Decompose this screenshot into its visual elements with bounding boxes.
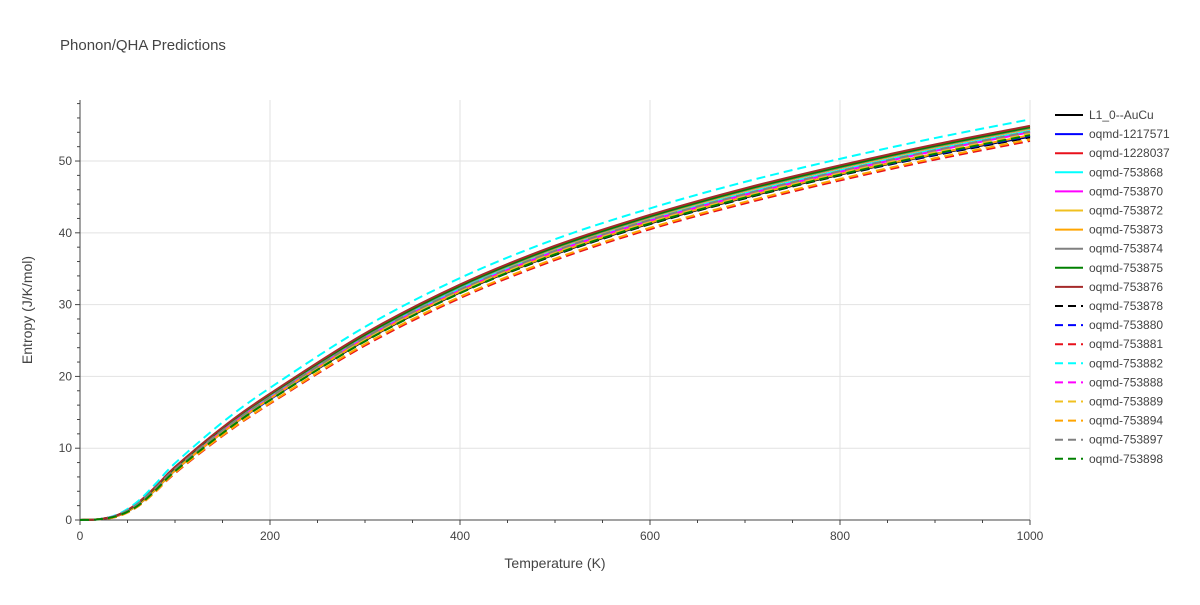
legend-label: oqmd-753873 — [1089, 223, 1163, 237]
series-line — [79, 131, 1031, 521]
series-line — [79, 131, 1031, 521]
series-line — [79, 127, 1031, 521]
x-tick-label: 800 — [830, 529, 850, 543]
series-line — [79, 134, 1031, 521]
series-line — [79, 135, 1031, 521]
legend-label: oqmd-753888 — [1089, 375, 1163, 389]
legend-label: oqmd-753889 — [1089, 395, 1163, 409]
x-axis-title: Temperature (K) — [504, 555, 605, 571]
chart-title: Phonon/QHA Predictions — [60, 37, 226, 54]
x-tick-label: 1000 — [1017, 529, 1044, 543]
legend-label: oqmd-753898 — [1089, 452, 1163, 466]
series-line — [79, 118, 1031, 521]
legend-label: oqmd-1217571 — [1089, 127, 1170, 141]
series-line — [79, 130, 1031, 521]
legend-label: oqmd-753881 — [1089, 337, 1163, 351]
x-tick-label: 600 — [640, 529, 660, 543]
legend-label: oqmd-753874 — [1089, 242, 1163, 256]
series-line — [79, 127, 1031, 521]
x-tick-label: 0 — [77, 529, 84, 543]
y-tick-label: 40 — [59, 226, 73, 240]
series-line — [79, 132, 1031, 521]
legend-label: oqmd-753878 — [1089, 299, 1163, 313]
series-layer — [79, 118, 1031, 521]
x-tick-label: 400 — [450, 529, 470, 543]
axes-layer: 0 200 400 600 800 1000 0 10 20 30 40 50 — [59, 100, 1044, 543]
series-line — [79, 124, 1031, 521]
legend-label: oqmd-753894 — [1089, 414, 1163, 428]
legend-label: L1_0--AuCu — [1089, 108, 1154, 122]
series-line — [79, 139, 1031, 521]
y-axis-title: Entropy (J/K/mol) — [19, 256, 35, 364]
legend: L1_0--AuCu oqmd-1217571 oqmd-1228037 oqmd-7… — [1055, 108, 1170, 466]
series-line — [79, 134, 1031, 521]
series-line — [79, 129, 1031, 521]
x-tick-label: 200 — [260, 529, 280, 543]
legend-label: oqmd-753872 — [1089, 204, 1163, 218]
legend-label: oqmd-753882 — [1089, 356, 1163, 370]
legend-label: oqmd-753875 — [1089, 261, 1163, 275]
legend-label: oqmd-753876 — [1089, 280, 1163, 294]
y-tick-label: 0 — [65, 513, 72, 527]
series-line — [79, 126, 1031, 521]
series-line — [79, 138, 1031, 521]
series-line — [79, 127, 1031, 521]
legend-label: oqmd-753897 — [1089, 433, 1163, 447]
series-line — [79, 134, 1031, 521]
legend-label: oqmd-1228037 — [1089, 146, 1170, 160]
y-tick-label: 30 — [59, 298, 73, 312]
legend-label: oqmd-753880 — [1089, 318, 1163, 332]
series-line — [79, 134, 1031, 521]
legend-label: oqmd-753870 — [1089, 184, 1163, 198]
y-tick-label: 10 — [59, 441, 73, 455]
y-tick-label: 50 — [59, 154, 73, 168]
y-tick-label: 20 — [59, 369, 73, 383]
series-line — [79, 136, 1031, 521]
legend-label: oqmd-753868 — [1089, 165, 1163, 179]
